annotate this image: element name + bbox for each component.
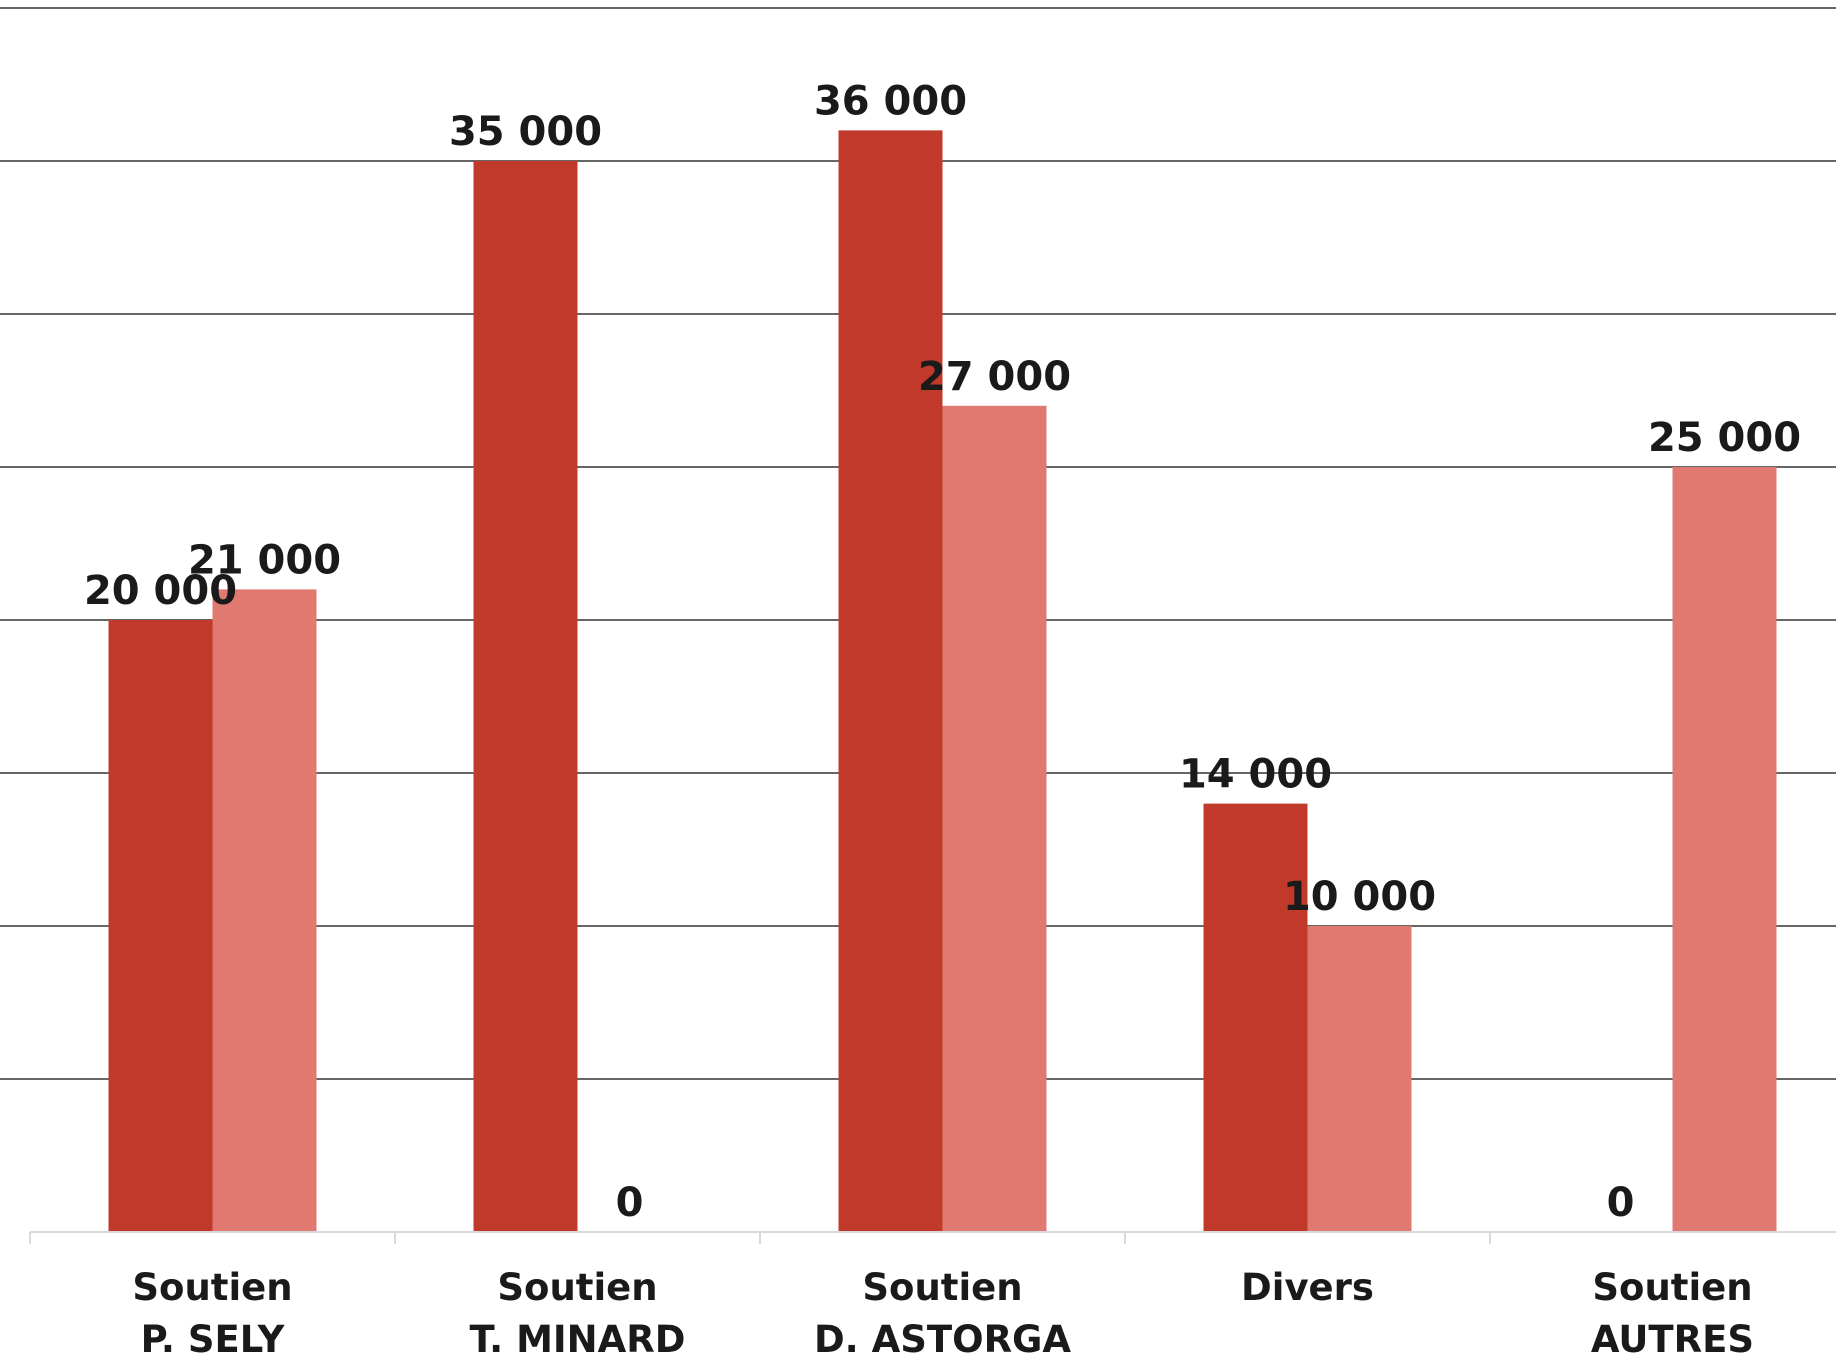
data-label: 20 000 [84,568,237,614]
tick-label: Soutien AUTRES [1591,1266,1754,1357]
bar-series-1 [473,161,578,1232]
bar-series-2 [942,405,1047,1232]
bar-series-2 [1307,926,1412,1232]
bar-series-1 [838,130,943,1232]
tick-label: Soutien P. SELY [132,1266,292,1357]
bar-series-1 [1203,803,1308,1232]
bar-series-2 [212,589,317,1232]
tick-label: Soutien T. MINARD [470,1266,686,1357]
data-label: 10 000 [1283,874,1436,920]
bar-series-1 [108,620,213,1232]
data-label: 36 000 [814,78,967,124]
data-label: 35 000 [449,109,602,155]
bar-series-2 [1672,467,1777,1232]
bars [108,130,1777,1232]
data-label: 21 000 [188,537,341,583]
data-label: 27 000 [918,354,1071,400]
data-label: 0 [616,1180,644,1226]
data-label: 25 000 [1648,415,1801,461]
tick-label: Divers [1241,1266,1374,1309]
tick-label: Soutien D. ASTORGA [814,1266,1071,1357]
category-labels: Soutien P. SELY Soutien T. MINARD Soutien D. … [132,1266,1754,1361]
x-axis [29,1231,1836,1244]
data-label: 14 000 [1179,752,1332,798]
data-label: 0 [1607,1180,1635,1226]
